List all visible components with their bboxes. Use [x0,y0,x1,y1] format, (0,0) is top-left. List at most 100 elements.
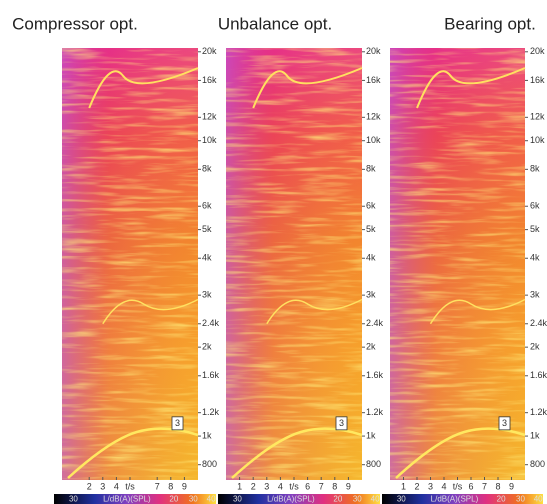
y-tick-label: 1.2k [366,407,384,417]
x-tick-label: 4 [441,481,446,491]
x-tick-label: t/s [125,481,135,491]
panel-title: Bearing opt. [444,14,536,33]
x-tick-label: 2 [87,481,92,491]
y-tick-label: 8k [202,164,212,174]
x-tick-label: 9 [346,481,351,491]
x-tick-label: 8 [332,481,337,491]
x-tick-label: t/s [289,481,299,491]
annotation-box [498,416,511,431]
x-tick-label: 7 [482,481,487,491]
y-tick-label: 3k [530,290,540,300]
y-tick-label: 6k [366,201,376,211]
annotation: 3 [339,418,344,428]
y-tick-label: 1.6k [202,370,220,380]
y-tick-label: 2.4k [530,318,547,328]
colorbar-label: 40 [207,495,216,504]
y-tick-label: 5k [366,224,376,234]
annotation: 3 [175,418,180,428]
y-tick-label: 16k [202,75,217,85]
y-tick-label: 6k [202,201,212,211]
x-tick-label: 3 [264,481,269,491]
tonal-ridge [252,67,363,109]
y-tick-label: 20k [366,46,381,56]
x-tick-label: 8 [168,481,173,491]
y-tick-label: 1.2k [530,407,547,417]
x-tick-label: 7 [155,481,160,491]
colorbar-label: 20 [169,495,178,504]
colorbar-label: 30 [397,495,406,504]
spectrogram-texture [62,48,198,480]
y-tick-label: 4k [366,253,376,263]
colorbar [382,494,543,504]
colorbar-label: 30 [516,495,525,504]
colorbar-label: L/dB(A)(SPL) [431,495,479,504]
tonal-ridge [266,298,363,325]
y-tick-label: 16k [366,75,381,85]
colorbar-label: 20 [333,495,342,504]
y-tick-label: 1.2k [202,407,220,417]
y-tick-label: 12k [366,112,381,122]
x-tick-label: 1 [237,481,242,491]
x-tick-label: 4 [278,481,283,491]
y-tick-label: 12k [202,112,217,122]
y-tick-label: 12k [530,112,545,122]
x-tick-label: t/s [453,481,463,491]
colorbar-label: 30 [353,495,362,504]
y-tick-label: 1k [530,430,540,440]
y-tick-label: 5k [202,224,212,234]
y-tick-label: 6k [530,201,540,211]
colorbar-label: L/dB(A)(SPL) [103,495,151,504]
y-tick-label: 10k [530,135,545,145]
x-tick-label: 6 [305,481,310,491]
colorbar-label: 30 [69,495,78,504]
y-tick-label: 16k [530,75,545,85]
y-tick-label: 10k [366,135,381,145]
x-tick-label: 9 [182,481,187,491]
y-tick-label: 8k [366,164,376,174]
spectrogram-texture [390,48,525,480]
y-tick-label: 800 [202,459,217,469]
colorbar-label: 20 [497,495,506,504]
tonal-ridge [102,298,199,325]
y-tick-label: 5k [530,224,540,234]
y-tick-label: 2k [202,342,212,352]
annotation: 3 [502,418,507,428]
panel: Unbalance opt.20k16k12k10k8k6k5k4k3k2.4k… [218,14,384,504]
x-tick-label: 1 [401,481,406,491]
x-tick-label: 3 [428,481,433,491]
y-tick-label: 3k [202,290,212,300]
y-tick-label: 1k [366,430,376,440]
tonal-ridge [429,298,526,325]
y-tick-label: 4k [202,253,212,263]
x-tick-label: 6 [468,481,473,491]
x-tick-label: 2 [414,481,419,491]
y-tick-label: 3k [366,290,376,300]
colorbar-label: 30 [233,495,242,504]
y-tick-label: 1.6k [366,370,384,380]
y-tick-label: 800 [366,459,381,469]
colorbar-label: L/dB(A)(SPL) [267,495,315,504]
y-tick-label: 2.4k [202,318,220,328]
y-tick-label: 20k [530,46,545,56]
x-tick-label: 3 [100,481,105,491]
colorbar-label: 30 [189,495,198,504]
x-tick-label: 7 [319,481,324,491]
annotation-box [335,416,348,431]
y-tick-label: 1k [202,430,212,440]
x-tick-label: 8 [495,481,500,491]
y-tick-label: 2k [366,342,376,352]
tonal-ridge [88,67,199,109]
panel-title: Unbalance opt. [218,14,332,33]
x-tick-label: 4 [114,481,119,491]
spectrogram-texture [226,48,362,480]
colorbar-label: 40 [371,495,380,504]
x-tick-label: 9 [509,481,514,491]
y-tick-label: 2k [530,342,540,352]
panel: Compressor opt. 20k 16k 12k 10k 8k 6k 5k 4k 3k 2.4… [12,14,220,504]
y-tick-label: 10k [202,135,217,145]
panel-title: Compressor opt. [12,14,138,33]
colorbar [218,494,380,504]
x-tick-label: 2 [251,481,256,491]
y-tick-label: 2.4k [366,318,384,328]
